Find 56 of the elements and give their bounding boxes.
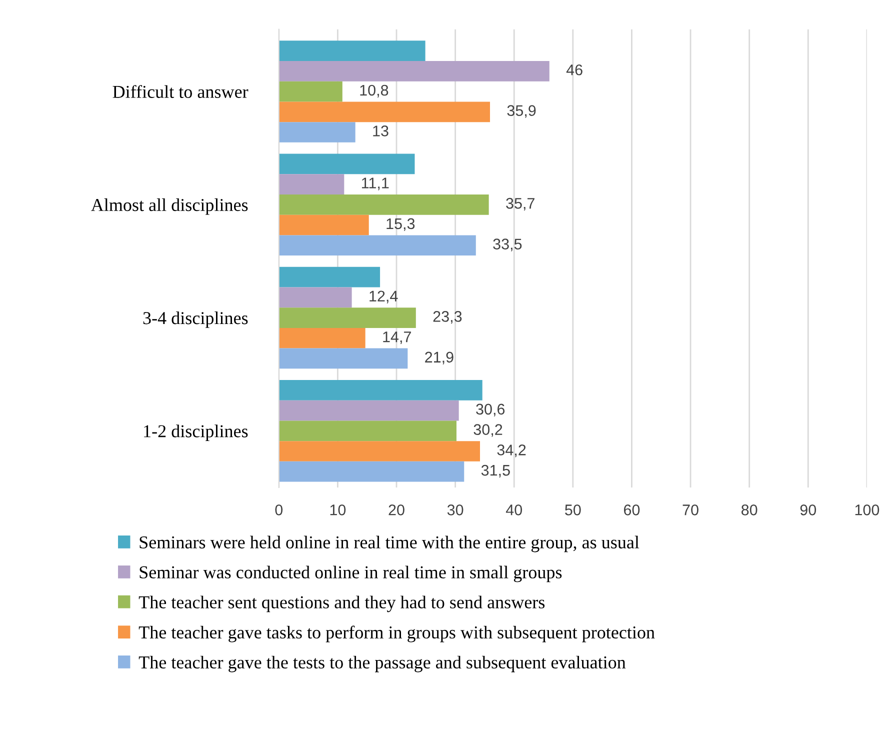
bar (278, 287, 352, 308)
x-tick-label: 80 (742, 504, 758, 516)
x-tick-label: 40 (506, 504, 522, 516)
bar (278, 81, 342, 102)
x-tick-label: 10 (330, 504, 346, 516)
x-tick-label: 20 (388, 504, 404, 516)
data-label: 35,7 (506, 198, 534, 211)
data-label: 12,4 (370, 290, 398, 304)
bar (278, 102, 490, 122)
data-label: 35,9 (507, 105, 536, 118)
bar (278, 194, 489, 215)
bar (278, 328, 366, 348)
bar (278, 214, 369, 236)
bar (278, 380, 482, 400)
data-label: 13 (373, 126, 388, 136)
x-tick-label: 0 (275, 504, 283, 516)
data-label: 33,5 (493, 238, 522, 252)
bar (278, 154, 415, 174)
bar (278, 122, 356, 142)
bar (278, 40, 426, 61)
legend-label: The teacher sent questions and they had to send answers (138, 596, 545, 612)
data-label: 30,2 (474, 424, 502, 437)
legend-label: Seminar was conducted online in real time in small groups (140, 566, 562, 582)
legend-label: The teacher gave tasks to perform in groups with subsequent protection (138, 626, 655, 642)
x-tick-label: 70 (682, 504, 698, 516)
bar (278, 235, 476, 256)
bar (278, 400, 459, 421)
y-tick-label: Almost all disciplines (91, 198, 248, 215)
bar (278, 348, 408, 369)
data-label: 15,3 (386, 218, 415, 231)
bar (278, 441, 480, 462)
y-tick-label: 3-4 disciplines (143, 312, 248, 328)
data-label: 30,6 (476, 404, 505, 416)
data-label: 34,2 (497, 444, 526, 458)
data-label: 21,9 (425, 352, 454, 364)
legend-label: Seminars were held online in real time with the entire group, as usual (140, 536, 640, 552)
data-label: 23,3 (433, 311, 462, 324)
data-label: 10,8 (360, 84, 388, 98)
bar (278, 420, 456, 442)
data-label: 31,5 (481, 464, 510, 478)
bar (278, 60, 550, 82)
y-tick-label: Difficult to answer (112, 85, 248, 98)
y-tick-label: 1-2 disciplines (144, 424, 248, 441)
data-label: 14,7 (383, 332, 411, 344)
legend-label: The teacher gave the tests to the passage and subsequent evaluation (138, 656, 626, 672)
data-label: 46 (566, 64, 582, 76)
data-label: 11,1 (362, 178, 389, 190)
bar (278, 308, 416, 328)
x-tick-label: 100 (855, 504, 880, 516)
bar (278, 174, 344, 194)
x-tick-label: 50 (565, 504, 581, 516)
x-tick-label: 90 (800, 504, 816, 516)
x-tick-label: 30 (447, 504, 464, 516)
x-tick-label: 60 (624, 504, 640, 516)
bar (278, 461, 464, 482)
bar (278, 266, 380, 288)
